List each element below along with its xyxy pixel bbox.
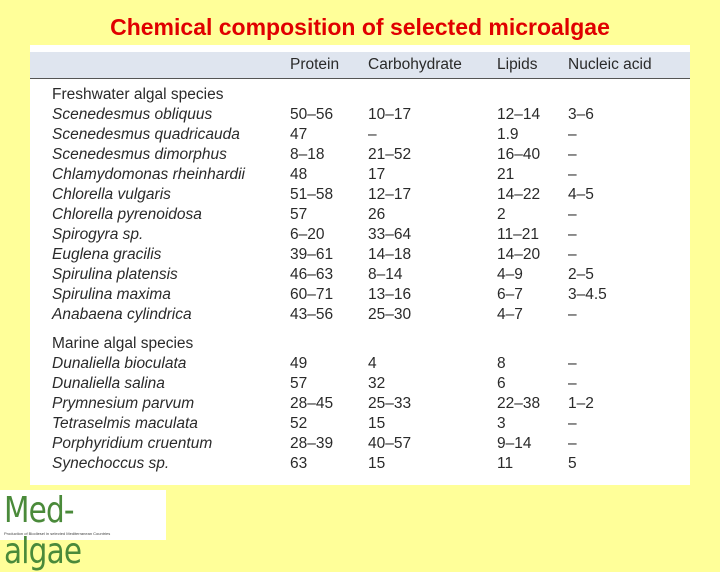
table-cell: 25–30 xyxy=(368,306,412,323)
column-header: Nucleic acid xyxy=(568,56,652,73)
table-cell: 3 xyxy=(497,415,506,432)
section-title: Marine algal species xyxy=(52,335,194,352)
species-name: Scenedesmus dimorphus xyxy=(52,146,227,163)
table-cell: – xyxy=(568,246,577,263)
table-cell: 33–64 xyxy=(368,226,412,243)
table-cell: 4–7 xyxy=(497,306,523,323)
column-header: Lipids xyxy=(497,56,538,73)
table-cell: 3–4.5 xyxy=(568,286,607,303)
table-cell: 11–21 xyxy=(497,226,539,243)
table-cell: 25–33 xyxy=(368,395,412,412)
species-name: Chlorella vulgaris xyxy=(52,186,171,203)
header-row xyxy=(30,52,690,79)
table-cell: 49 xyxy=(290,355,308,372)
table-cell: 28–39 xyxy=(290,435,334,452)
logo: Med-algae Production of Biodiesel in sel… xyxy=(0,490,166,572)
table-cell: 8–18 xyxy=(290,146,325,163)
table-cell: 9–14 xyxy=(497,435,532,452)
species-name: Prymnesium parvum xyxy=(52,395,195,412)
table-cell: 8 xyxy=(497,355,506,372)
table-cell: 4 xyxy=(368,355,377,372)
table-cell: 21 xyxy=(497,166,515,183)
table-cell: 39–61 xyxy=(290,246,334,263)
species-name: Chlamydomonas rheinhardii xyxy=(52,166,245,183)
table-cell: – xyxy=(568,306,577,323)
table-cell: 6 xyxy=(497,375,506,392)
table-cell: 48 xyxy=(290,166,308,183)
table-cell: 16–40 xyxy=(497,146,541,163)
column-header: Protein xyxy=(290,56,340,73)
table-cell: 14–18 xyxy=(368,246,412,263)
species-name: Dunaliella salina xyxy=(52,375,165,392)
table-cell: 8–14 xyxy=(368,266,403,283)
table-cell: 46–63 xyxy=(290,266,334,283)
table-cell: 12–14 xyxy=(497,106,541,123)
table-cell: 4–9 xyxy=(497,266,523,283)
column-header: Carbohydrate xyxy=(368,56,462,73)
table-cell: – xyxy=(568,126,577,143)
species-name: Tetraselmis maculata xyxy=(52,415,198,432)
table-cell: – xyxy=(568,415,577,432)
table-cell: 17 xyxy=(368,166,386,183)
table-cell: 26 xyxy=(368,206,386,223)
table-cell: 52 xyxy=(290,415,308,432)
species-name: Anabaena cylindrica xyxy=(52,306,192,323)
species-name: Spirogyra sp. xyxy=(52,226,144,243)
table-cell: 21–52 xyxy=(368,146,412,163)
table-cell: 50–56 xyxy=(290,106,334,123)
table-cell: 2–5 xyxy=(568,266,594,283)
table-cell: 1.9 xyxy=(497,126,519,143)
species-name: Scenedesmus quadricauda xyxy=(52,126,240,143)
table-cell: – xyxy=(568,166,577,183)
table-cell: – xyxy=(568,435,577,452)
table-cell: – xyxy=(568,375,577,392)
species-name: Spirulina maxima xyxy=(52,286,171,303)
table-cell: 10–17 xyxy=(368,106,412,123)
table-cell: – xyxy=(568,206,577,223)
table-cell: – xyxy=(568,146,577,163)
table-cell: 43–56 xyxy=(290,306,334,323)
table-cell: 51–58 xyxy=(290,186,334,203)
logo-subtitle: Production of Biodiesel in selected Medi… xyxy=(4,531,111,536)
table-cell: 63 xyxy=(290,455,308,472)
table-cell: 11 xyxy=(497,455,514,472)
table-cell: 12–17 xyxy=(368,186,412,203)
table-cell: 1–2 xyxy=(568,395,594,412)
table-cell: 32 xyxy=(368,375,386,392)
table-cell: 47 xyxy=(290,126,308,143)
species-name: Dunaliella bioculata xyxy=(52,355,187,372)
table: Protein Carbohydrate Lipids Nucleic acid Fre… xyxy=(30,45,690,485)
table-cell: 15 xyxy=(368,455,386,472)
table-cell: 6–7 xyxy=(497,286,523,303)
table-cell: 14–20 xyxy=(497,246,541,263)
table-cell: 14–22 xyxy=(497,186,541,203)
species-name: Spirulina platensis xyxy=(52,266,178,283)
table-cell: 5 xyxy=(568,455,577,472)
table-cell: 4–5 xyxy=(568,186,594,203)
table-cell: 28–45 xyxy=(290,395,334,412)
table-cell: – xyxy=(568,226,577,243)
slide: Chemical composition of selected microal… xyxy=(0,14,690,572)
table-cell: 2 xyxy=(497,206,506,223)
table-cell: 15 xyxy=(368,415,386,432)
table-cell: 40–57 xyxy=(368,435,412,452)
table-cell: 57 xyxy=(290,206,308,223)
species-name: Scenedesmus obliquus xyxy=(52,106,213,123)
slide-title: Chemical composition of selected microal… xyxy=(110,14,610,40)
table-cell: 6–20 xyxy=(290,226,325,243)
table-cell: 60–71 xyxy=(290,286,334,303)
table-cell: 13–16 xyxy=(368,286,412,303)
table-cell: 22–38 xyxy=(497,395,541,412)
section-title: Freshwater algal species xyxy=(52,86,224,103)
table-cell: 57 xyxy=(290,375,308,392)
species-name: Synechoccus sp. xyxy=(52,455,170,472)
species-name: Euglena gracilis xyxy=(52,246,162,263)
species-name: Chlorella pyrenoidosa xyxy=(52,206,202,223)
species-name: Porphyridium cruentum xyxy=(52,435,213,452)
table-cell: – xyxy=(368,126,377,143)
table-cell: – xyxy=(568,355,577,372)
table-cell: 3–6 xyxy=(568,106,594,123)
